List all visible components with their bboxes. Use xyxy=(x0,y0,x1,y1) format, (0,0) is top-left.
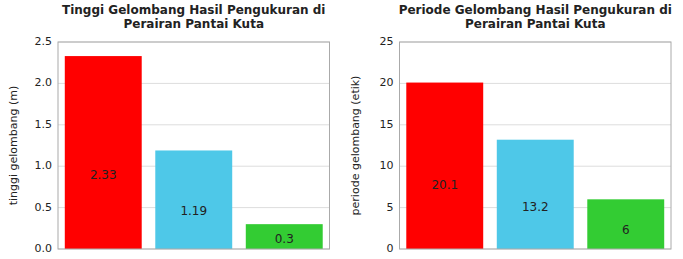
data-label: 6 xyxy=(622,223,630,237)
chart-canvas: Tinggi Gelombang Hasil Pengukuran diPera… xyxy=(0,0,683,259)
y-tick-label: 10 xyxy=(380,159,394,172)
bar xyxy=(246,224,323,249)
chart-title: Tinggi Gelombang Hasil Pengukuran diPera… xyxy=(62,3,325,31)
chart-panel: Tinggi Gelombang Hasil Pengukuran diPera… xyxy=(7,3,330,255)
bar xyxy=(587,199,664,249)
data-label: 1.19 xyxy=(180,204,207,218)
y-tick-label: 0.5 xyxy=(35,201,53,214)
data-label: 20.1 xyxy=(431,178,458,192)
y-axis-label: periode gelombang (etik) xyxy=(349,76,362,216)
data-label: 0.3 xyxy=(275,232,294,246)
y-tick-label: 15 xyxy=(380,118,394,131)
bars xyxy=(406,83,664,249)
y-tick-label: 25 xyxy=(380,35,394,48)
grid xyxy=(400,42,672,249)
y-tick-label: 20 xyxy=(380,76,394,89)
y-tick-label: 2.0 xyxy=(35,76,53,89)
plot-frame xyxy=(58,42,330,249)
chart-title: Periode Gelombang Hasil Pengukuran diPer… xyxy=(399,3,672,31)
data-label: 13.2 xyxy=(522,200,549,214)
plot-frame xyxy=(400,42,672,249)
bars xyxy=(65,56,323,249)
bar xyxy=(406,83,483,249)
y-tick-label: 5 xyxy=(387,201,394,214)
y-tick-label: 1.5 xyxy=(35,118,53,131)
bar xyxy=(155,150,232,249)
y-tick-label: 2.5 xyxy=(35,35,53,48)
bar xyxy=(497,140,574,249)
y-tick-label: 1.0 xyxy=(35,159,53,172)
bar xyxy=(65,56,142,249)
y-tick-label: 0 xyxy=(387,242,394,255)
data-label: 2.33 xyxy=(90,168,117,182)
grid xyxy=(58,42,330,249)
y-tick-label: 0.0 xyxy=(35,242,53,255)
y-axis-label: tinggi gelombang (m) xyxy=(7,86,20,206)
chart-panel: Periode Gelombang Hasil Pengukuran diPer… xyxy=(349,3,672,255)
